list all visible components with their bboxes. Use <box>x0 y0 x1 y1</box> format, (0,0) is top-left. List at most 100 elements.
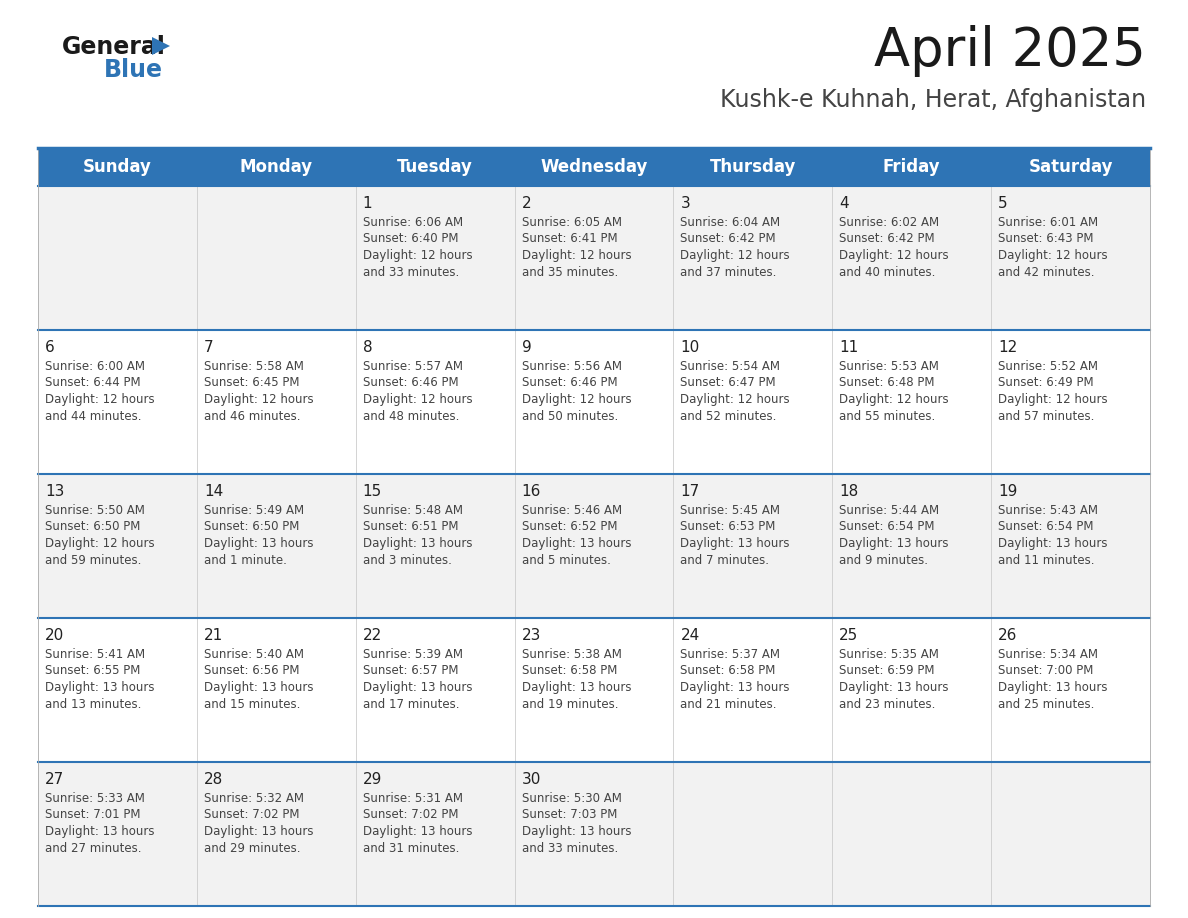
Text: Daylight: 13 hours: Daylight: 13 hours <box>362 825 472 838</box>
Text: and 3 minutes.: and 3 minutes. <box>362 554 451 566</box>
Text: Sunset: 6:42 PM: Sunset: 6:42 PM <box>681 232 776 245</box>
Text: Sunrise: 6:00 AM: Sunrise: 6:00 AM <box>45 360 145 373</box>
Text: Sunrise: 5:58 AM: Sunrise: 5:58 AM <box>204 360 304 373</box>
Text: Friday: Friday <box>883 158 941 176</box>
Text: Sunset: 6:53 PM: Sunset: 6:53 PM <box>681 521 776 533</box>
Text: Saturday: Saturday <box>1029 158 1113 176</box>
Text: 19: 19 <box>998 484 1017 499</box>
Text: Daylight: 13 hours: Daylight: 13 hours <box>998 537 1107 550</box>
Bar <box>38 618 1150 762</box>
Text: and 15 minutes.: and 15 minutes. <box>204 698 301 711</box>
Text: Sunset: 6:44 PM: Sunset: 6:44 PM <box>45 376 140 389</box>
Text: Sunrise: 6:05 AM: Sunrise: 6:05 AM <box>522 216 621 229</box>
Polygon shape <box>152 37 170 55</box>
Text: Sunrise: 5:52 AM: Sunrise: 5:52 AM <box>998 360 1098 373</box>
Text: Sunrise: 6:01 AM: Sunrise: 6:01 AM <box>998 216 1098 229</box>
Text: Daylight: 12 hours: Daylight: 12 hours <box>362 249 473 262</box>
Text: Sunrise: 5:32 AM: Sunrise: 5:32 AM <box>204 792 304 805</box>
Text: Sunrise: 5:54 AM: Sunrise: 5:54 AM <box>681 360 781 373</box>
Text: Sunset: 6:42 PM: Sunset: 6:42 PM <box>839 232 935 245</box>
Text: and 55 minutes.: and 55 minutes. <box>839 409 935 422</box>
Text: Sunrise: 5:30 AM: Sunrise: 5:30 AM <box>522 792 621 805</box>
Text: 26: 26 <box>998 628 1017 643</box>
Text: Daylight: 12 hours: Daylight: 12 hours <box>362 393 473 406</box>
Text: Sunset: 7:01 PM: Sunset: 7:01 PM <box>45 809 140 822</box>
Text: 7: 7 <box>204 340 214 355</box>
Text: Sunrise: 5:44 AM: Sunrise: 5:44 AM <box>839 504 940 517</box>
Text: 1: 1 <box>362 196 372 211</box>
Text: Daylight: 13 hours: Daylight: 13 hours <box>681 681 790 694</box>
Text: Sunrise: 5:46 AM: Sunrise: 5:46 AM <box>522 504 621 517</box>
Text: Daylight: 13 hours: Daylight: 13 hours <box>362 537 472 550</box>
Text: 11: 11 <box>839 340 859 355</box>
Text: and 31 minutes.: and 31 minutes. <box>362 842 459 855</box>
Text: Tuesday: Tuesday <box>397 158 473 176</box>
Text: Sunrise: 5:40 AM: Sunrise: 5:40 AM <box>204 648 304 661</box>
Text: 13: 13 <box>45 484 64 499</box>
Text: Daylight: 13 hours: Daylight: 13 hours <box>204 681 314 694</box>
Text: Sunset: 6:54 PM: Sunset: 6:54 PM <box>998 521 1094 533</box>
Text: Sunset: 6:48 PM: Sunset: 6:48 PM <box>839 376 935 389</box>
Text: Sunrise: 5:39 AM: Sunrise: 5:39 AM <box>362 648 462 661</box>
Text: Daylight: 13 hours: Daylight: 13 hours <box>45 825 154 838</box>
Text: Sunset: 6:50 PM: Sunset: 6:50 PM <box>45 521 140 533</box>
Text: and 27 minutes.: and 27 minutes. <box>45 842 141 855</box>
Text: Sunset: 7:00 PM: Sunset: 7:00 PM <box>998 665 1093 677</box>
Text: Sunset: 6:46 PM: Sunset: 6:46 PM <box>362 376 459 389</box>
Text: 3: 3 <box>681 196 690 211</box>
Text: and 33 minutes.: and 33 minutes. <box>362 265 459 278</box>
Bar <box>38 762 1150 906</box>
Text: 12: 12 <box>998 340 1017 355</box>
Text: Sunset: 6:49 PM: Sunset: 6:49 PM <box>998 376 1094 389</box>
Text: and 11 minutes.: and 11 minutes. <box>998 554 1094 566</box>
Text: Sunrise: 5:33 AM: Sunrise: 5:33 AM <box>45 792 145 805</box>
Text: Sunrise: 6:06 AM: Sunrise: 6:06 AM <box>362 216 463 229</box>
Text: April 2025: April 2025 <box>874 25 1146 77</box>
Bar <box>38 330 1150 474</box>
Text: Daylight: 12 hours: Daylight: 12 hours <box>45 537 154 550</box>
Text: Sunrise: 6:02 AM: Sunrise: 6:02 AM <box>839 216 940 229</box>
Text: Sunset: 7:02 PM: Sunset: 7:02 PM <box>362 809 459 822</box>
Text: Blue: Blue <box>105 58 163 82</box>
Text: and 17 minutes.: and 17 minutes. <box>362 698 460 711</box>
Text: 22: 22 <box>362 628 383 643</box>
Text: Sunset: 6:45 PM: Sunset: 6:45 PM <box>204 376 299 389</box>
Text: Daylight: 13 hours: Daylight: 13 hours <box>839 681 949 694</box>
Text: Daylight: 12 hours: Daylight: 12 hours <box>681 393 790 406</box>
Text: 2: 2 <box>522 196 531 211</box>
Text: Sunset: 6:56 PM: Sunset: 6:56 PM <box>204 665 299 677</box>
Text: and 5 minutes.: and 5 minutes. <box>522 554 611 566</box>
Text: Sunset: 6:40 PM: Sunset: 6:40 PM <box>362 232 459 245</box>
Text: Daylight: 12 hours: Daylight: 12 hours <box>998 249 1107 262</box>
Text: Sunrise: 5:38 AM: Sunrise: 5:38 AM <box>522 648 621 661</box>
Text: Sunset: 6:58 PM: Sunset: 6:58 PM <box>681 665 776 677</box>
Text: 9: 9 <box>522 340 531 355</box>
Text: Daylight: 12 hours: Daylight: 12 hours <box>522 249 631 262</box>
Text: and 42 minutes.: and 42 minutes. <box>998 265 1094 278</box>
Text: Daylight: 13 hours: Daylight: 13 hours <box>522 681 631 694</box>
Text: 23: 23 <box>522 628 541 643</box>
Text: Daylight: 12 hours: Daylight: 12 hours <box>522 393 631 406</box>
Text: 29: 29 <box>362 772 383 787</box>
Text: Daylight: 13 hours: Daylight: 13 hours <box>204 825 314 838</box>
Text: and 52 minutes.: and 52 minutes. <box>681 409 777 422</box>
Text: Sunset: 7:03 PM: Sunset: 7:03 PM <box>522 809 617 822</box>
Text: 8: 8 <box>362 340 372 355</box>
Bar <box>38 186 1150 330</box>
Text: General: General <box>62 35 166 59</box>
Text: and 25 minutes.: and 25 minutes. <box>998 698 1094 711</box>
Text: and 7 minutes.: and 7 minutes. <box>681 554 770 566</box>
Text: 30: 30 <box>522 772 541 787</box>
Text: and 46 minutes.: and 46 minutes. <box>204 409 301 422</box>
Text: 27: 27 <box>45 772 64 787</box>
Text: 17: 17 <box>681 484 700 499</box>
Text: and 37 minutes.: and 37 minutes. <box>681 265 777 278</box>
Text: and 48 minutes.: and 48 minutes. <box>362 409 459 422</box>
Text: Sunrise: 5:35 AM: Sunrise: 5:35 AM <box>839 648 940 661</box>
Text: and 13 minutes.: and 13 minutes. <box>45 698 141 711</box>
Text: Daylight: 13 hours: Daylight: 13 hours <box>998 681 1107 694</box>
Text: Sunrise: 5:37 AM: Sunrise: 5:37 AM <box>681 648 781 661</box>
Text: 14: 14 <box>204 484 223 499</box>
Text: Sunset: 6:55 PM: Sunset: 6:55 PM <box>45 665 140 677</box>
Text: Sunset: 6:50 PM: Sunset: 6:50 PM <box>204 521 299 533</box>
